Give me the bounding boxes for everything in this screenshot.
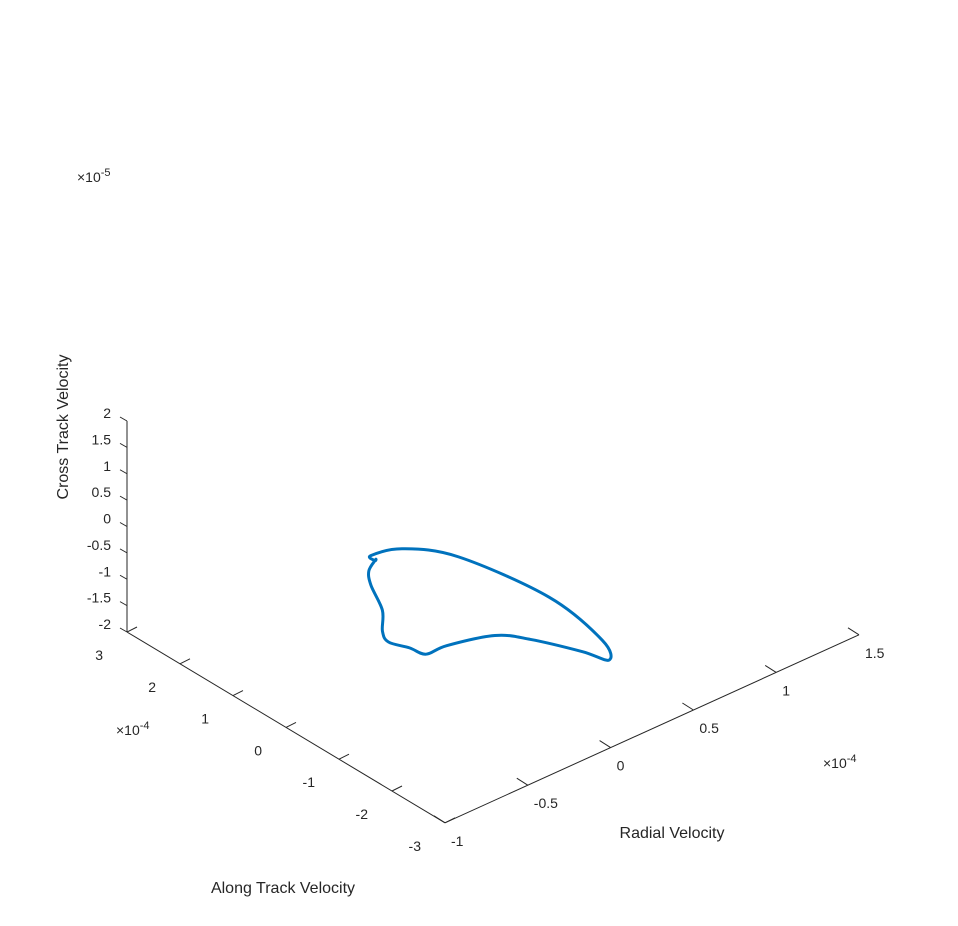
z-exponent-base: ×10 xyxy=(77,169,101,185)
x-axis-title: Radial Velocity xyxy=(620,825,725,842)
x-tick-label: 0 xyxy=(617,758,625,774)
y-tick-mark xyxy=(232,690,244,697)
x-tick-label: 0.5 xyxy=(699,720,719,736)
y-tick-label: -1 xyxy=(303,774,316,790)
z-tick-mark xyxy=(119,442,128,448)
z-axis-title: Cross Track Velocity xyxy=(55,355,72,500)
y-exponent-base: ×10 xyxy=(116,722,140,738)
y-tick-mark xyxy=(338,753,350,760)
x-axis-exponent: ×10-4 xyxy=(823,753,857,771)
z-tick-mark xyxy=(119,469,128,475)
z-tick-label: -1 xyxy=(99,563,112,579)
z-tick-mark xyxy=(119,416,128,422)
x-tick-mark xyxy=(847,627,860,636)
z-tick-label: 0 xyxy=(103,511,111,527)
labels-group: Cross Track Velocity Along Track Velocit… xyxy=(55,167,857,897)
z-tick-label: 1 xyxy=(103,458,111,474)
z-tick-mark xyxy=(119,548,128,554)
z-tick-label: 2 xyxy=(103,405,111,421)
z-tick-mark xyxy=(119,601,128,607)
x-tick-label: 1.5 xyxy=(865,645,885,661)
y-tick-mark xyxy=(444,817,456,824)
y-tick-mark xyxy=(126,626,138,633)
axes-group xyxy=(126,421,860,824)
series-line xyxy=(367,547,613,662)
x-tick-label: -1 xyxy=(451,833,464,849)
x-tick-mark xyxy=(433,815,446,824)
y-tick-mark xyxy=(179,658,191,665)
y-axis-exponent: ×10-4 xyxy=(116,720,150,738)
series-group xyxy=(367,547,613,662)
z-tick-label: -2 xyxy=(99,616,112,632)
x-exponent-power: -4 xyxy=(847,753,857,765)
y-axis-title: Along Track Velocity xyxy=(211,880,355,897)
x-tick-mark xyxy=(599,740,611,749)
x-exponent-base: ×10 xyxy=(823,755,847,771)
y-tick-mark xyxy=(391,785,403,792)
y-tick-label: -2 xyxy=(356,806,369,822)
y-tick-label: 3 xyxy=(95,647,103,663)
z-tick-mark xyxy=(119,574,128,580)
y-exponent-power: -4 xyxy=(140,720,150,732)
z-tick-mark xyxy=(119,627,128,633)
y-tick-label: 2 xyxy=(148,679,156,695)
ticks-group: -2 -1.5 -1 -0.5 0 0.5 1 1.5 2 -3 -2 -1 0 1 2 3 -1 -0.5 0 0.… xyxy=(87,405,885,854)
z-tick-label: 0.5 xyxy=(92,484,112,500)
y-tick-label: -3 xyxy=(409,838,422,854)
x-tick-mark xyxy=(516,777,529,786)
z-tick-mark xyxy=(119,495,128,501)
z-tick-label: -1.5 xyxy=(87,590,111,606)
x-tick-label: -0.5 xyxy=(534,795,558,811)
z-tick-label: 1.5 xyxy=(92,431,112,447)
z-tick-label: -0.5 xyxy=(87,537,111,553)
z-tick-mark xyxy=(119,522,128,527)
y-tick-mark xyxy=(285,721,297,728)
y-tick-label: 1 xyxy=(201,711,209,727)
x-axis-line xyxy=(444,634,860,824)
x-tick-label: 1 xyxy=(782,682,790,698)
y-tick-label: 0 xyxy=(254,742,262,758)
z-axis-exponent: ×10-5 xyxy=(77,167,111,185)
z-exponent-power: -5 xyxy=(101,167,111,179)
x-tick-mark xyxy=(764,664,777,673)
x-tick-mark xyxy=(682,702,694,711)
